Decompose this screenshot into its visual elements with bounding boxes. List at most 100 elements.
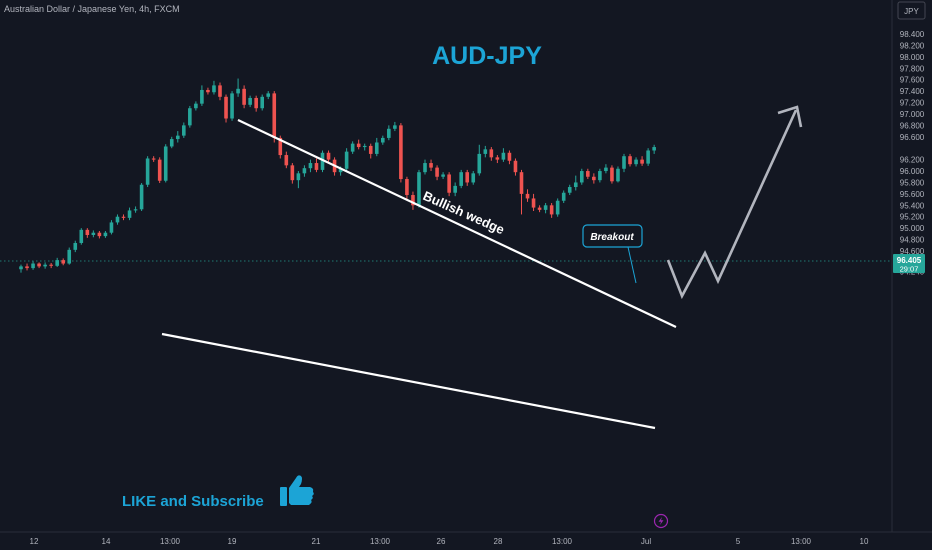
candle[interactable] bbox=[610, 165, 614, 184]
price-axis[interactable]: 98.400 98.200 98.000 97.800 97.600 97.400 97.2… bbox=[891, 0, 932, 550]
candle[interactable] bbox=[73, 240, 78, 253]
candle[interactable] bbox=[79, 228, 84, 245]
candle[interactable] bbox=[157, 157, 162, 184]
candle[interactable] bbox=[501, 148, 506, 162]
candle[interactable] bbox=[236, 78, 240, 97]
time-axis[interactable]: 12 14 13:00 19 21 13:00 26 28 13:00 Jul 5 13:00 10 bbox=[0, 531, 932, 546]
candle[interactable] bbox=[598, 168, 602, 183]
candle[interactable] bbox=[374, 137, 379, 157]
candle[interactable] bbox=[393, 121, 397, 132]
candle[interactable] bbox=[567, 184, 572, 196]
candle[interactable] bbox=[525, 189, 530, 202]
lightning-icon[interactable] bbox=[653, 513, 669, 529]
candle[interactable] bbox=[206, 87, 210, 95]
candle[interactable] bbox=[25, 263, 29, 271]
candle[interactable] bbox=[175, 131, 180, 143]
candle[interactable] bbox=[381, 135, 385, 145]
candle[interactable] bbox=[592, 173, 596, 184]
currency-badge[interactable]: JPY bbox=[897, 1, 926, 20]
candle[interactable] bbox=[272, 91, 277, 143]
candle[interactable] bbox=[121, 214, 126, 221]
candle[interactable] bbox=[103, 230, 108, 238]
candle[interactable] bbox=[477, 144, 482, 176]
candle[interactable] bbox=[429, 159, 433, 172]
candle[interactable] bbox=[435, 165, 439, 181]
candle[interactable] bbox=[411, 191, 415, 210]
wedge-lower-trendline[interactable] bbox=[161, 332, 656, 430]
candle[interactable] bbox=[628, 153, 632, 167]
candle[interactable] bbox=[579, 168, 584, 185]
candle[interactable] bbox=[314, 158, 319, 173]
breakout-callout[interactable]: Breakout bbox=[582, 224, 643, 284]
candle[interactable] bbox=[483, 145, 488, 158]
candle[interactable] bbox=[302, 165, 307, 177]
candle[interactable] bbox=[91, 230, 96, 238]
candle[interactable] bbox=[308, 159, 313, 173]
candle[interactable] bbox=[447, 172, 451, 197]
candle[interactable] bbox=[169, 136, 174, 149]
candle[interactable] bbox=[127, 207, 132, 221]
candle[interactable] bbox=[356, 139, 361, 150]
candle[interactable] bbox=[543, 203, 548, 214]
candle[interactable] bbox=[507, 150, 512, 165]
candle[interactable] bbox=[459, 169, 463, 189]
candle[interactable] bbox=[260, 94, 264, 111]
candle[interactable] bbox=[115, 214, 120, 225]
candle[interactable] bbox=[616, 166, 620, 183]
candle[interactable] bbox=[387, 125, 391, 141]
candle[interactable] bbox=[200, 85, 204, 106]
candle[interactable] bbox=[133, 206, 138, 213]
candle[interactable] bbox=[182, 122, 186, 138]
candle[interactable] bbox=[31, 261, 35, 270]
candle[interactable] bbox=[362, 143, 367, 151]
candle[interactable] bbox=[586, 168, 590, 180]
candle[interactable] bbox=[573, 175, 578, 191]
candle[interactable] bbox=[151, 156, 156, 162]
candle[interactable] bbox=[519, 169, 524, 215]
candle[interactable] bbox=[254, 95, 258, 112]
candle[interactable] bbox=[290, 163, 295, 184]
candle[interactable] bbox=[423, 159, 427, 175]
candle[interactable] bbox=[145, 156, 150, 188]
candle[interactable] bbox=[399, 123, 403, 183]
candle[interactable] bbox=[194, 101, 198, 111]
candles[interactable] bbox=[19, 78, 656, 273]
candle[interactable] bbox=[43, 262, 47, 269]
candle[interactable] bbox=[441, 172, 445, 180]
candle[interactable] bbox=[344, 148, 349, 172]
candle[interactable] bbox=[55, 257, 59, 267]
candle[interactable] bbox=[646, 148, 650, 166]
candle[interactable] bbox=[531, 193, 536, 212]
candle[interactable] bbox=[326, 150, 331, 162]
candle[interactable] bbox=[284, 151, 289, 169]
candle[interactable] bbox=[230, 91, 234, 121]
candle[interactable] bbox=[218, 82, 222, 101]
candle[interactable] bbox=[634, 157, 638, 167]
candle[interactable] bbox=[320, 150, 325, 173]
candle[interactable] bbox=[350, 141, 355, 154]
candle[interactable] bbox=[212, 80, 216, 95]
candle[interactable] bbox=[489, 147, 494, 161]
candle[interactable] bbox=[19, 264, 23, 273]
candle[interactable] bbox=[417, 169, 421, 208]
candle[interactable] bbox=[242, 85, 246, 109]
candle[interactable] bbox=[453, 182, 457, 197]
candle[interactable] bbox=[537, 205, 542, 213]
candle[interactable] bbox=[296, 171, 301, 189]
candle[interactable] bbox=[555, 198, 560, 217]
candle[interactable] bbox=[163, 144, 168, 183]
candle[interactable] bbox=[604, 164, 608, 174]
candle[interactable] bbox=[37, 262, 41, 269]
candle[interactable] bbox=[495, 155, 500, 164]
candle[interactable] bbox=[97, 230, 102, 239]
candle[interactable] bbox=[49, 262, 53, 269]
candle[interactable] bbox=[248, 95, 252, 108]
wedge-upper-trendline[interactable] bbox=[237, 119, 677, 328]
candle[interactable] bbox=[224, 94, 228, 123]
candle[interactable] bbox=[139, 183, 144, 212]
symbol-info[interactable]: Australian Dollar / Japanese Yen, 4h, FX… bbox=[4, 4, 180, 14]
candle[interactable] bbox=[188, 105, 192, 128]
candle[interactable] bbox=[85, 228, 90, 238]
candle[interactable] bbox=[640, 156, 644, 166]
